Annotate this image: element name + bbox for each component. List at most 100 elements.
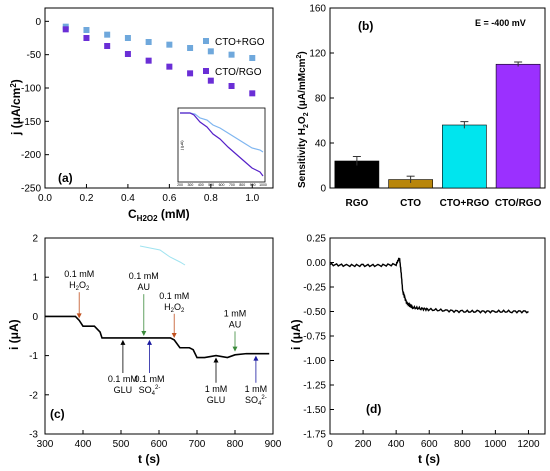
panel-c-label: (c) [50, 407, 65, 421]
scatter-point-cto-rgo [207, 77, 214, 84]
arrow-head [76, 313, 82, 319]
scatter-point-cto-plus-rgo [166, 41, 173, 48]
panel-b-annotation: E = -400 mV [475, 18, 526, 28]
scatter-point-cto-rgo [62, 26, 69, 33]
panel-c-ylabel: i (μA) [7, 319, 21, 350]
x-tick-label: 0.2 [80, 193, 94, 204]
annotation-species: AU [138, 282, 151, 292]
scatter-point-cto-plus-rgo [207, 48, 214, 55]
annotation-species: AU [229, 319, 242, 329]
bar-cto-rgo [442, 124, 487, 189]
category-label: CTO/RGO [495, 198, 542, 209]
x-tick-label: 1000 [484, 439, 507, 450]
inset-ylabel: j (μA) [179, 140, 184, 151]
x-tick-label: 1200 [517, 439, 540, 450]
bar-cto-rgo [495, 63, 541, 189]
y-tick-label: -0.25 [303, 283, 326, 294]
y-tick-label: 40 [315, 139, 327, 150]
y-tick-label: 0 [32, 312, 38, 323]
annotation-species: GLU [114, 385, 133, 395]
inset-frame [177, 107, 266, 183]
inset-trace-cto-rgo [180, 112, 264, 177]
scatter-point-cto-rgo [187, 70, 194, 77]
annotation-conc: 0.1 mM [134, 374, 164, 384]
panel-d-label: (d) [366, 402, 381, 416]
y-tick-label: -200 [21, 150, 41, 161]
y-tick-label: -1 [29, 351, 38, 362]
annotation-species: SO42- [245, 395, 267, 407]
x-tick-label: 400 [388, 439, 405, 450]
x-tick-label: 0 [327, 439, 333, 450]
panel-a-label: (a) [58, 171, 73, 185]
inset-x-tick-label: 1000 [259, 183, 267, 187]
inset-x-tick-label: 900 [250, 183, 256, 187]
legend-cto-plus-rgo: CTO+RGO [215, 37, 265, 48]
inset-x-tick-label: 600 [219, 183, 225, 187]
inset-x-tick-label: 700 [229, 183, 235, 187]
arrow-head [213, 357, 219, 363]
annotation-conc: 0.1 mM [64, 269, 94, 279]
panel-d: 0 200 400 600 800 1000 1200 0.25 0.00 -0.25 -0.50 -… [289, 234, 546, 466]
x-tick-label: 800 [454, 439, 471, 450]
y-tick-label: 80 [315, 94, 327, 105]
y-tick-label: -1.75 [303, 430, 326, 441]
x-tick-label: 800 [227, 439, 244, 450]
annotation-conc: 1 mM [205, 384, 228, 394]
panel-a-xlabel: CH2O2 (mM) [128, 207, 190, 223]
x-tick-label: 200 [355, 439, 372, 450]
inset-x-tick-label: 800 [239, 183, 245, 187]
y-tick-label: 0.25 [307, 234, 327, 245]
arrow-head [232, 346, 238, 352]
legend-marker [203, 38, 209, 44]
y-tick-label: 120 [309, 49, 326, 60]
annotation-conc: 0.1 mM [108, 374, 138, 384]
x-tick-label: 0.8 [204, 193, 218, 204]
panel-c-frame [44, 237, 274, 435]
panel-a-inset: 200 300 400 500 600 700 800 900 1000 j (μA) [177, 107, 267, 187]
inset-trace-cto-plus-rgo [180, 112, 264, 153]
category-label: CTO [400, 198, 421, 209]
y-tick-label: 0 [35, 17, 41, 28]
y-tick-label: -250 [21, 184, 41, 195]
scatter-point-cto-plus-rgo [83, 27, 90, 33]
y-tick-label: -1.00 [303, 356, 326, 367]
inset-x-tick-label: 300 [187, 183, 193, 187]
scatter-point-cto-plus-rgo [145, 39, 152, 45]
y-tick-label: -1.25 [303, 381, 326, 392]
scatter-point-cto-plus-rgo [187, 45, 194, 51]
panel-c-faint-trace [139, 245, 186, 266]
annotation-species: GLU [207, 395, 226, 405]
x-tick-label: 600 [421, 439, 438, 450]
arrow-head [141, 331, 147, 336]
scatter-point-cto-plus-rgo [104, 31, 111, 38]
y-tick-label: 160 [309, 4, 326, 15]
arrow-head [120, 339, 126, 345]
x-tick-label: 500 [113, 439, 130, 450]
annotation-species: H2O2 [164, 302, 185, 314]
x-tick-label: 0.0 [38, 193, 52, 204]
amperometric-trace [45, 315, 270, 359]
arrow-head [171, 332, 177, 338]
y-tick-label: -50 [27, 50, 42, 61]
x-tick-label: 700 [189, 439, 206, 450]
annotation-species: H2O2 [69, 280, 90, 292]
scatter-point-cto-rgo [104, 43, 111, 49]
y-tick-label: -100 [21, 84, 41, 95]
scatter-point-cto-rgo [124, 51, 131, 57]
category-label: CTO+RGO [440, 198, 490, 209]
legend-marker [203, 68, 209, 74]
y-tick-label: -0.50 [303, 307, 326, 318]
scatter-point-cto-rgo [166, 63, 173, 70]
x-tick-label: 1.0 [245, 193, 259, 204]
scatter-point-cto-rgo [249, 90, 256, 97]
legend-cto-rgo: CTO/RGO [215, 67, 262, 78]
x-tick-label: 0.4 [121, 193, 135, 204]
x-tick-label: 600 [151, 439, 168, 450]
current-trace [329, 257, 529, 314]
y-tick-label: -3 [29, 430, 38, 441]
arrow-head [253, 355, 259, 361]
